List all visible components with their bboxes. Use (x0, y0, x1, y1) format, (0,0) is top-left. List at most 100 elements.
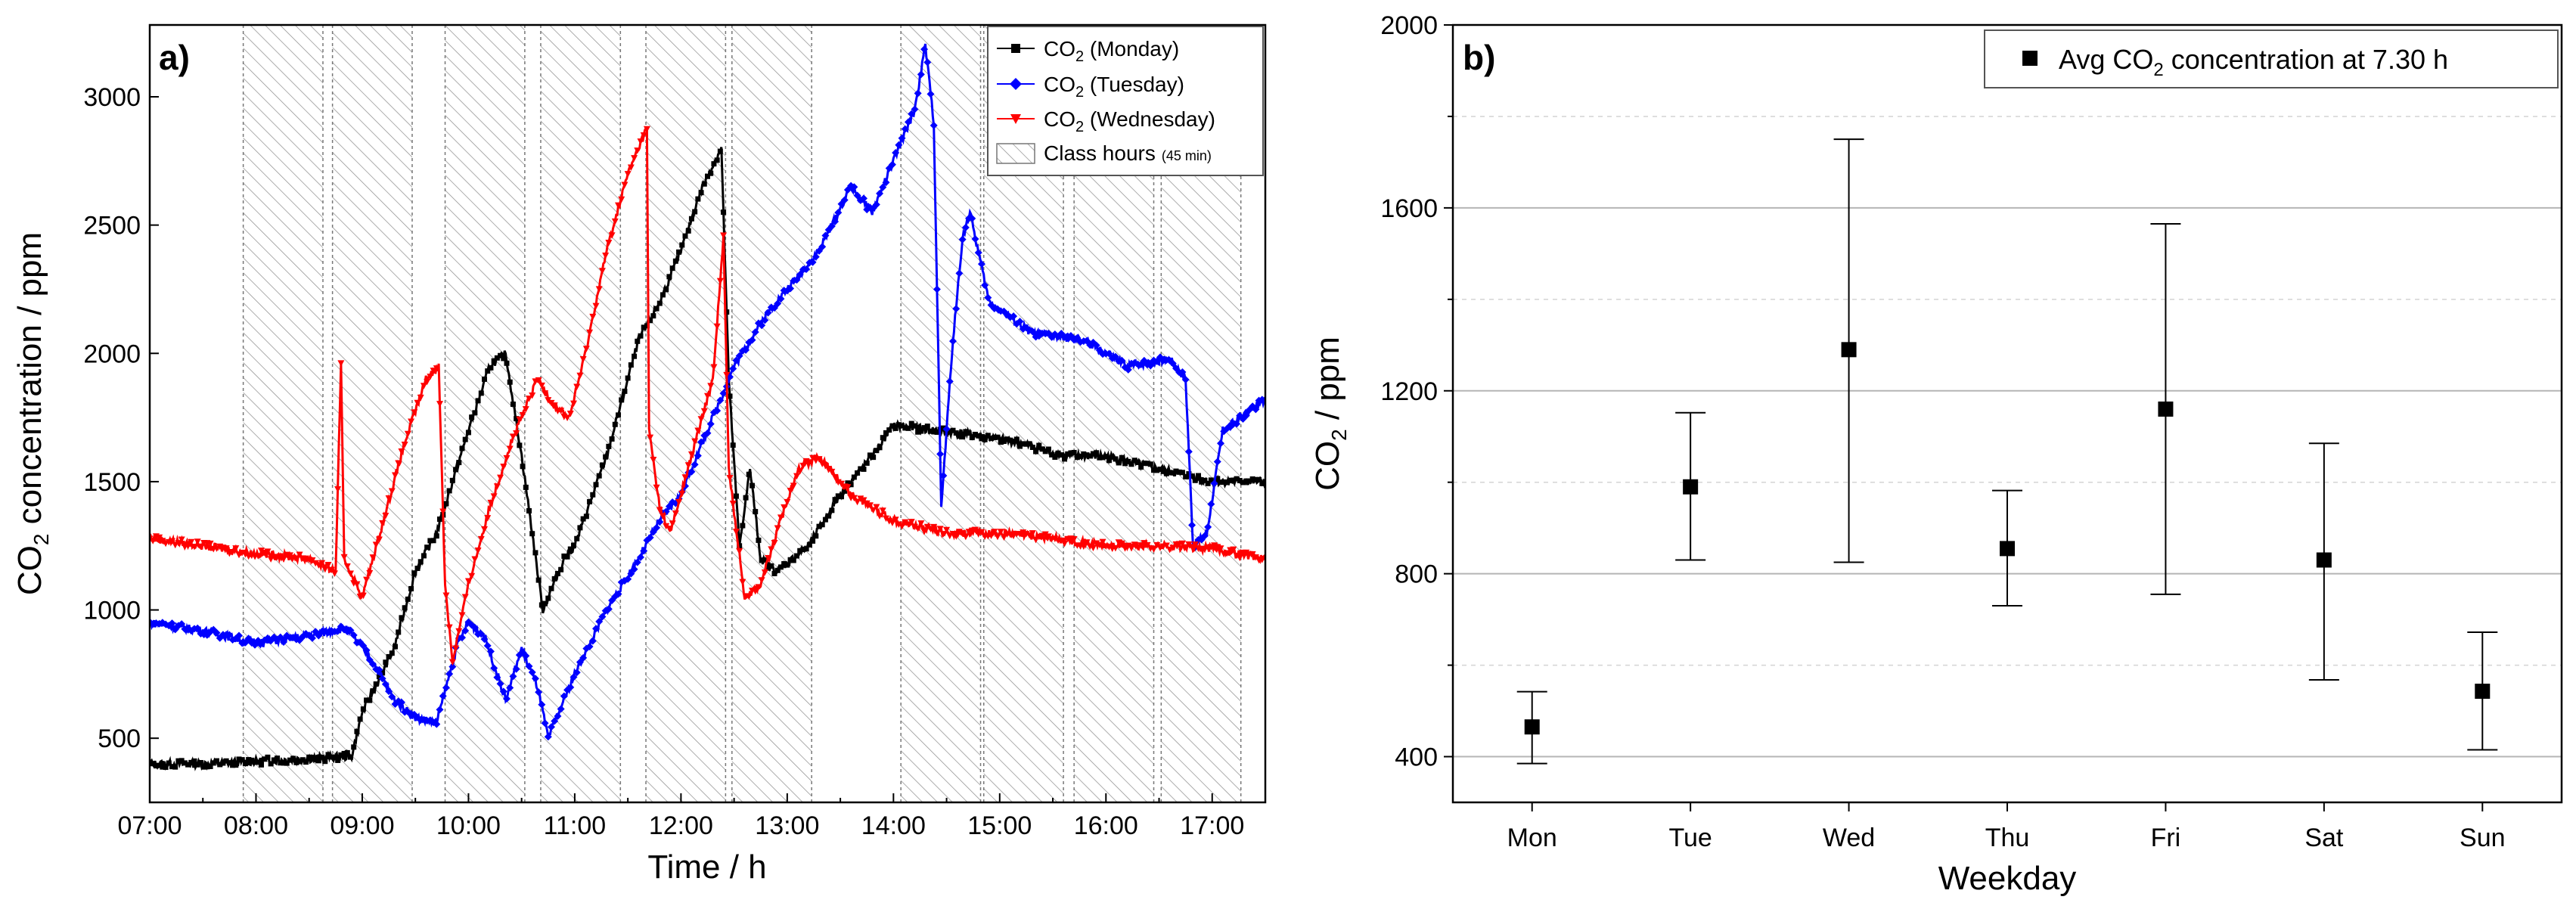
marker-tuesday (914, 89, 922, 98)
legend-b: Avg CO2 concentration at 7.30 h (1984, 29, 2559, 88)
marker-tuesday (850, 183, 858, 191)
marker-monday (750, 482, 755, 489)
marker-wednesday (427, 374, 434, 380)
marker-wednesday (477, 535, 485, 543)
marker-monday (389, 650, 395, 656)
marker-tuesday (879, 183, 887, 191)
marker-monday (711, 161, 717, 167)
marker-tuesday (557, 705, 565, 713)
marker-wednesday (866, 502, 874, 509)
marker-wednesday (497, 474, 504, 482)
marker-wednesday (1169, 544, 1177, 551)
marker-monday (606, 443, 612, 449)
legend-a-tuesday-sub: 2 (1075, 84, 1084, 101)
marker-monday (1183, 473, 1189, 479)
marker-monday (185, 762, 191, 768)
marker-wednesday (464, 578, 472, 585)
marker-tuesday (735, 352, 743, 360)
marker-tuesday (461, 627, 470, 635)
marker-monday (571, 542, 576, 548)
marker-monday (895, 422, 902, 428)
marker-wednesday (1188, 544, 1196, 551)
marker-monday (417, 559, 424, 565)
marker-wednesday (790, 482, 797, 489)
marker-monday (609, 436, 615, 442)
marker-monday (551, 575, 557, 582)
marker-wednesday (369, 554, 377, 561)
panel-label-b: b) (1463, 38, 1495, 77)
marker-monday (255, 759, 261, 765)
legend-a-wednesday-marker (1010, 114, 1021, 124)
marker-monday (867, 452, 873, 458)
marker-wednesday (978, 529, 985, 536)
marker-tuesday (961, 223, 970, 231)
marker-monday (599, 462, 605, 468)
marker-tuesday (1010, 312, 1018, 321)
marker-tuesday (598, 613, 607, 621)
marker-monday (1134, 459, 1141, 465)
marker-monday (383, 659, 389, 665)
marker-tuesday (439, 692, 447, 700)
marker-tuesday (490, 664, 498, 672)
marker-monday (373, 681, 379, 687)
marker-monday (1036, 442, 1042, 448)
marker-tuesday (244, 634, 253, 643)
marker-wednesday (716, 278, 724, 285)
legend-a-wednesday: CO2 (Wednesday) (997, 107, 1215, 135)
marker-wednesday (825, 466, 833, 473)
marker-monday (625, 375, 631, 381)
marker-wednesday (519, 411, 526, 419)
marker-tuesday (554, 712, 562, 721)
y-tick-label-a: 1000 (83, 597, 141, 625)
marker-tuesday (1181, 376, 1190, 384)
marker-wednesday (605, 239, 613, 247)
marker-wednesday (660, 513, 666, 520)
marker-tuesday (827, 222, 836, 231)
marker-monday (322, 759, 328, 765)
marker-monday (554, 570, 560, 576)
marker-monday (765, 565, 771, 571)
marker-monday (1179, 470, 1185, 476)
marker-wednesday (1150, 546, 1157, 554)
marker-monday (1186, 471, 1192, 477)
marker-monday (1029, 444, 1035, 450)
marker-wednesday (732, 529, 740, 535)
marker-wednesday (761, 569, 768, 576)
marker-wednesday (493, 483, 501, 490)
marker-monday (1039, 446, 1045, 452)
marker-monday (842, 488, 848, 494)
marker-wednesday (513, 430, 520, 437)
marker-tuesday (1118, 356, 1126, 365)
marker-monday (1116, 460, 1122, 466)
marker-wednesday (1112, 544, 1119, 552)
marker-wednesday (484, 515, 492, 522)
marker-wednesday (1201, 546, 1209, 554)
marker-monday (574, 535, 580, 541)
marker-wednesday (870, 507, 877, 514)
marker-monday (1007, 437, 1013, 443)
y-axis-b: 400 800 1200 1600 2000 (1380, 11, 1453, 772)
marker-tuesday (362, 646, 371, 654)
marker-wednesday (1070, 535, 1078, 543)
marker-monday (312, 757, 318, 763)
marker-monday (1090, 451, 1096, 457)
marker-tuesday (194, 624, 202, 632)
marker-monday (774, 567, 781, 573)
x-tick-label-a: 14:00 (861, 811, 926, 840)
marker-monday (564, 554, 570, 560)
marker-monday (1189, 473, 1195, 479)
marker-monday (800, 547, 806, 553)
marker-wednesday (666, 526, 673, 532)
marker-monday (1202, 477, 1208, 483)
marker-tuesday (528, 668, 536, 676)
marker-wednesday (343, 563, 351, 570)
marker-monday (622, 388, 628, 394)
marker-monday (915, 429, 921, 435)
marker-wednesday (917, 520, 925, 527)
x-tick-label-b: Wed (1823, 824, 1875, 852)
marker-tuesday (614, 590, 622, 598)
marker-monday (178, 758, 185, 764)
marker-tuesday (716, 396, 725, 405)
marker-tuesday (901, 125, 909, 133)
marker-wednesday (197, 543, 204, 551)
